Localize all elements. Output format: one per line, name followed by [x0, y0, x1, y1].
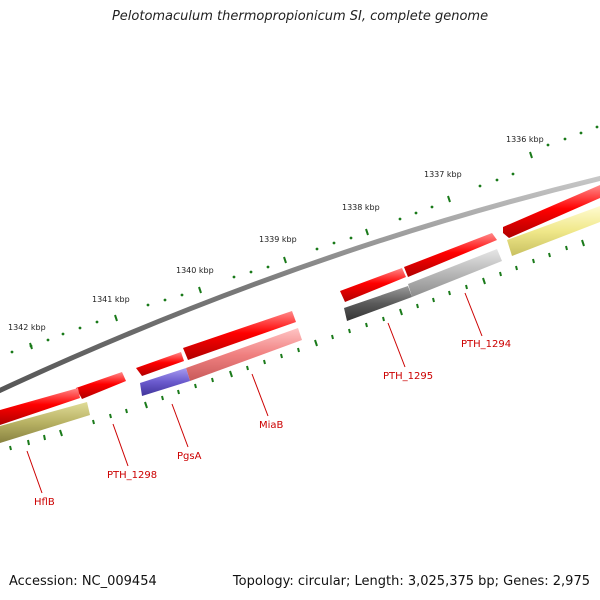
- gene-arrow[interactable]: [76, 372, 126, 399]
- ruler-label-1340: 1340 kbp: [176, 266, 214, 275]
- genome-stats-text: Topology: circular; Length: 3,025,375 bp…: [232, 574, 590, 589]
- cds-bar[interactable]: [344, 286, 412, 321]
- cds-bar[interactable]: [408, 249, 502, 297]
- gene-track: [0, 185, 600, 425]
- ruler-label-1337: 1337 kbp: [424, 170, 462, 179]
- ruler-label-1339: 1339 kbp: [259, 235, 297, 244]
- gene-arrow[interactable]: [404, 233, 497, 277]
- gene-label-pth1294: PTH_1294: [461, 339, 511, 350]
- cds-bar[interactable]: [0, 402, 90, 443]
- ruler-ticks-outer: [10, 125, 599, 354]
- gene-label-pth1298: PTH_1298: [107, 470, 157, 481]
- gene-label-miab: MiaB: [259, 420, 284, 431]
- gene-arrow[interactable]: [183, 311, 296, 360]
- ruler-label-1342: 1342 kbp: [8, 323, 46, 332]
- accession-text: Accession: NC_009454: [9, 574, 157, 589]
- gene-arrow[interactable]: [340, 268, 406, 302]
- ruler-label-1341: 1341 kbp: [92, 295, 130, 304]
- gene-arrow[interactable]: [0, 388, 80, 425]
- ruler-major-ticks: [29, 151, 533, 350]
- genome-backbone: [0, 175, 600, 394]
- ruler-ticks-inner: [9, 239, 585, 451]
- map-title: Pelotomaculum thermopropionicum SI, comp…: [111, 9, 489, 24]
- ruler-label-1336: 1336 kbp: [506, 135, 544, 144]
- gene-arrow[interactable]: [136, 352, 184, 376]
- cds-track: [0, 206, 600, 443]
- gene-arrow[interactable]: [503, 185, 600, 238]
- cds-bar[interactable]: [140, 368, 190, 396]
- gene-label-pgsa: PgsA: [177, 451, 202, 462]
- leader-lines: [26, 292, 483, 494]
- ruler-label-1338: 1338 kbp: [342, 203, 380, 212]
- cds-bar[interactable]: [186, 328, 302, 381]
- gene-label-hflb: HflB: [34, 497, 55, 508]
- gene-label-pth1295: PTH_1295: [383, 371, 433, 382]
- cds-bar[interactable]: [507, 206, 600, 256]
